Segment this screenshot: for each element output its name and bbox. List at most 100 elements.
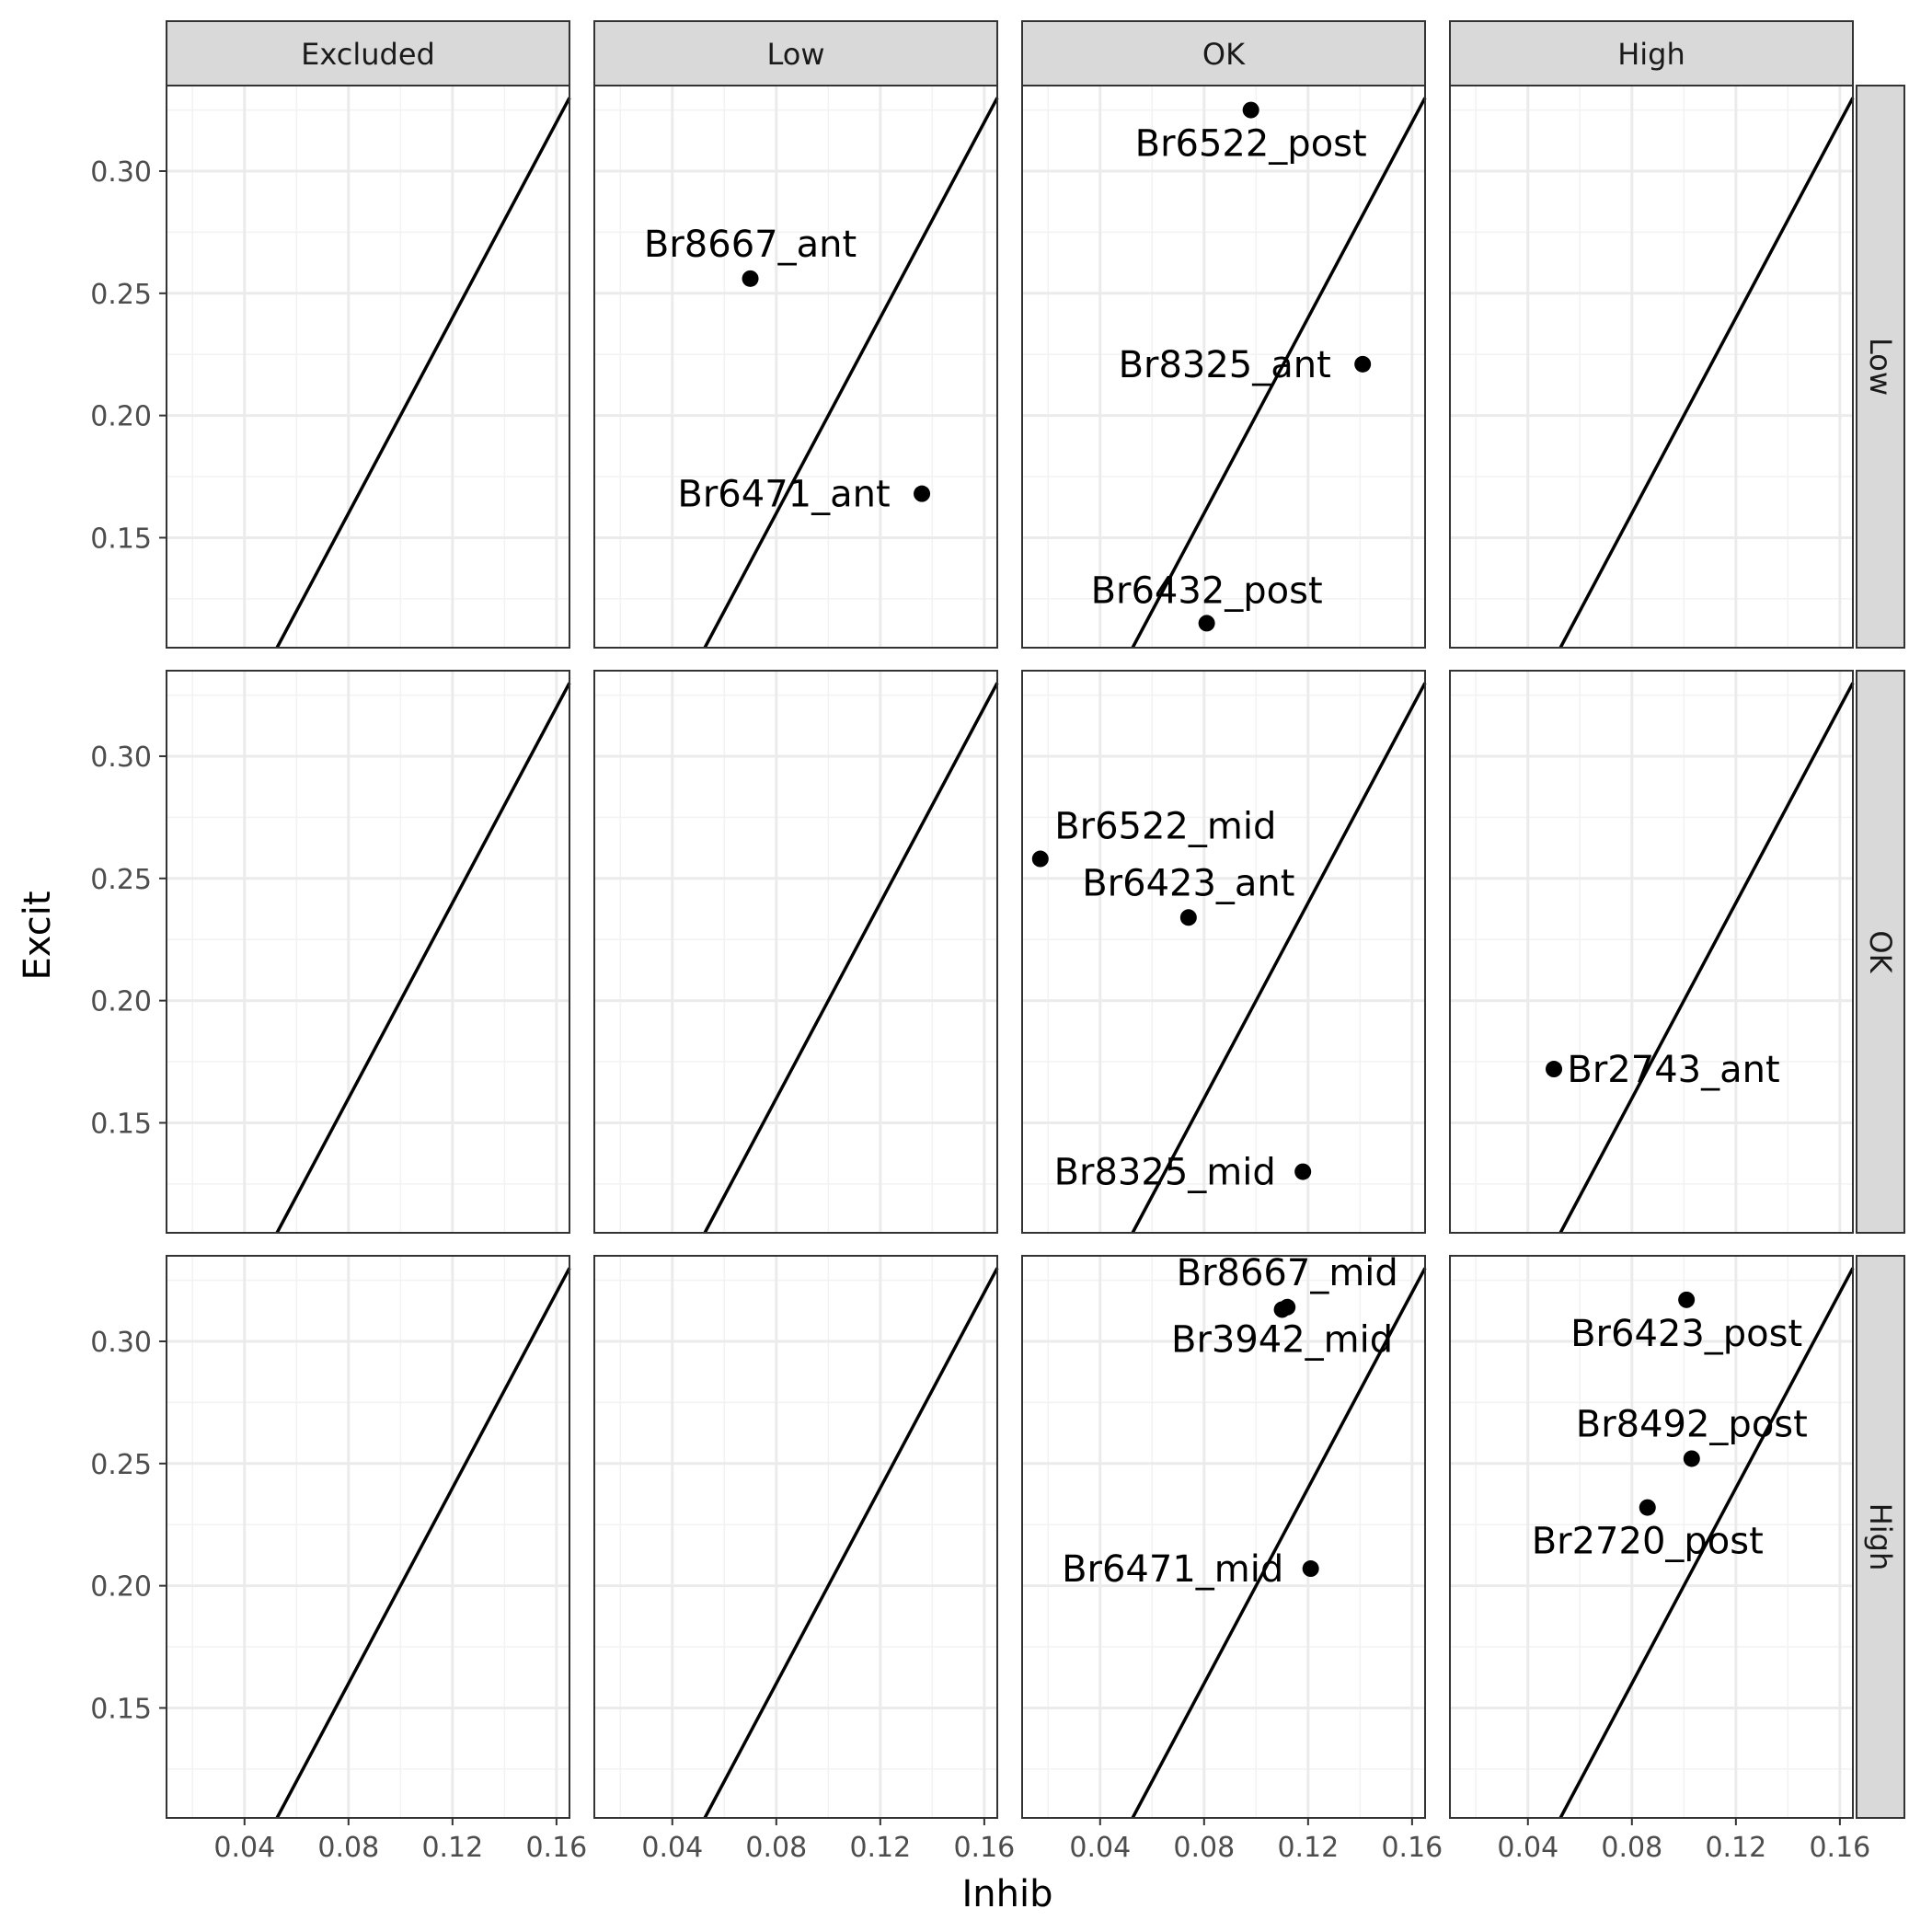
facet-panel: Br8667_mid Br3942_mid Br6471_mid <box>1021 1252 1427 1819</box>
panel-border <box>166 670 570 1234</box>
row-strip <box>1856 85 1905 649</box>
row-strip-label: OK <box>1863 930 1898 973</box>
x-tick-label: 0.12 <box>421 1832 483 1864</box>
y-tick-label: 0.30 <box>90 156 152 189</box>
x-tick-label: 0.16 <box>525 1832 587 1864</box>
panel-border <box>1449 670 1854 1234</box>
data-point <box>1678 1291 1696 1308</box>
point-label: Br6423_post <box>1570 1313 1802 1355</box>
data-point <box>742 270 759 287</box>
x-tick-label: 0.04 <box>1069 1832 1131 1864</box>
panel-border <box>593 1255 998 1819</box>
column-strip <box>1021 20 1426 86</box>
point-label: Br6423_ant <box>1082 862 1294 904</box>
x-axis-title: Inhib <box>961 1873 1052 1915</box>
panel-background <box>1022 1256 1425 1818</box>
x-tick-label: 0.04 <box>1497 1832 1558 1864</box>
point-label: Br8667_ant <box>644 224 857 266</box>
data-point <box>1031 850 1049 868</box>
data-point <box>1302 1560 1319 1578</box>
data-point <box>1639 1499 1656 1516</box>
panel-border <box>1449 1255 1854 1819</box>
y-tick-label: 0.25 <box>90 864 152 896</box>
y-tick-label: 0.20 <box>90 401 152 433</box>
row-strip <box>1856 1255 1905 1819</box>
reference-line <box>703 1267 999 1819</box>
reference-line <box>1131 1267 1427 1819</box>
point-label: Br6522_mid <box>1054 806 1276 848</box>
point-label: Br8325_mid <box>1054 1152 1276 1194</box>
column-strip-label: High <box>1617 37 1685 72</box>
panel-background <box>1450 1256 1853 1818</box>
reference-line <box>1558 1267 1855 1819</box>
x-tick-label: 0.16 <box>1809 1832 1870 1864</box>
reference-line <box>275 1267 571 1819</box>
data-point <box>1683 1450 1700 1467</box>
panel-background <box>167 671 569 1233</box>
reference-line <box>703 97 999 649</box>
facet-panel: Br2743_ant <box>1449 670 1855 1234</box>
facet-panel <box>593 1255 999 1819</box>
x-tick-label: 0.12 <box>1277 1832 1339 1864</box>
data-point <box>914 485 931 502</box>
data-point <box>1354 355 1372 373</box>
point-label: Br2720_post <box>1532 1521 1764 1563</box>
data-point <box>1546 1061 1563 1078</box>
point-label: Br6471_ant <box>677 474 890 516</box>
reference-line <box>1131 97 1427 649</box>
x-tick-label: 0.08 <box>317 1832 379 1864</box>
facet-panel: Br6522_post Br8325_ant Br6432_post <box>1021 85 1427 649</box>
x-tick-label: 0.12 <box>849 1832 911 1864</box>
facet-panel <box>593 670 999 1234</box>
reference-line <box>703 682 999 1234</box>
y-tick-label: 0.15 <box>90 1108 152 1140</box>
point-label: Br8492_post <box>1576 1403 1808 1445</box>
facet-panel <box>166 85 571 649</box>
data-point <box>1198 615 1215 632</box>
y-tick-label: 0.30 <box>90 1327 152 1359</box>
data-point <box>1294 1163 1312 1180</box>
y-tick-label: 0.15 <box>90 523 152 555</box>
point-label: Br2743_ant <box>1567 1049 1779 1091</box>
panel-background <box>594 86 997 648</box>
facet-panel <box>166 1255 571 1819</box>
reference-line <box>1558 682 1855 1234</box>
panel-background <box>167 1256 569 1818</box>
reference-line <box>1131 682 1427 1234</box>
data-point <box>1242 101 1259 119</box>
panel-background <box>1450 671 1853 1233</box>
y-tick-label: 0.25 <box>90 1449 152 1481</box>
y-axis-title: Excit <box>17 891 59 980</box>
panel-background <box>1450 86 1853 648</box>
data-point <box>1179 909 1197 926</box>
panel-border <box>1021 85 1426 649</box>
column-strip <box>166 20 570 86</box>
x-tick-label: 0.16 <box>953 1832 1015 1864</box>
column-strip-label: Low <box>766 37 824 72</box>
y-tick-label: 0.30 <box>90 742 152 774</box>
reference-line <box>1558 97 1855 649</box>
column-strip-label: OK <box>1202 37 1246 72</box>
panel-border <box>1021 670 1426 1234</box>
reference-line <box>275 97 571 649</box>
x-tick-label: 0.04 <box>213 1832 275 1864</box>
column-strip-label: Excluded <box>301 37 435 72</box>
y-tick-label: 0.15 <box>90 1693 152 1725</box>
x-tick-label: 0.16 <box>1381 1832 1443 1864</box>
panel-background <box>594 671 997 1233</box>
y-tick-label: 0.25 <box>90 279 152 311</box>
row-strip-label: Low <box>1863 338 1898 396</box>
panel-border <box>1021 1255 1426 1819</box>
x-tick-label: 0.12 <box>1705 1832 1766 1864</box>
x-tick-label: 0.08 <box>745 1832 807 1864</box>
panel-border <box>166 1255 570 1819</box>
facet-panel: Br6423_post Br8492_post Br2720_post <box>1449 1255 1855 1819</box>
facet-panel: Br6522_mid Br6423_ant Br8325_mid <box>1021 670 1427 1234</box>
column-strip <box>1449 20 1854 86</box>
row-strip-label: High <box>1863 1503 1898 1571</box>
panel-background <box>594 1256 997 1818</box>
panel-background <box>1022 671 1425 1233</box>
y-tick-label: 0.20 <box>90 1571 152 1604</box>
panel-border <box>593 670 998 1234</box>
